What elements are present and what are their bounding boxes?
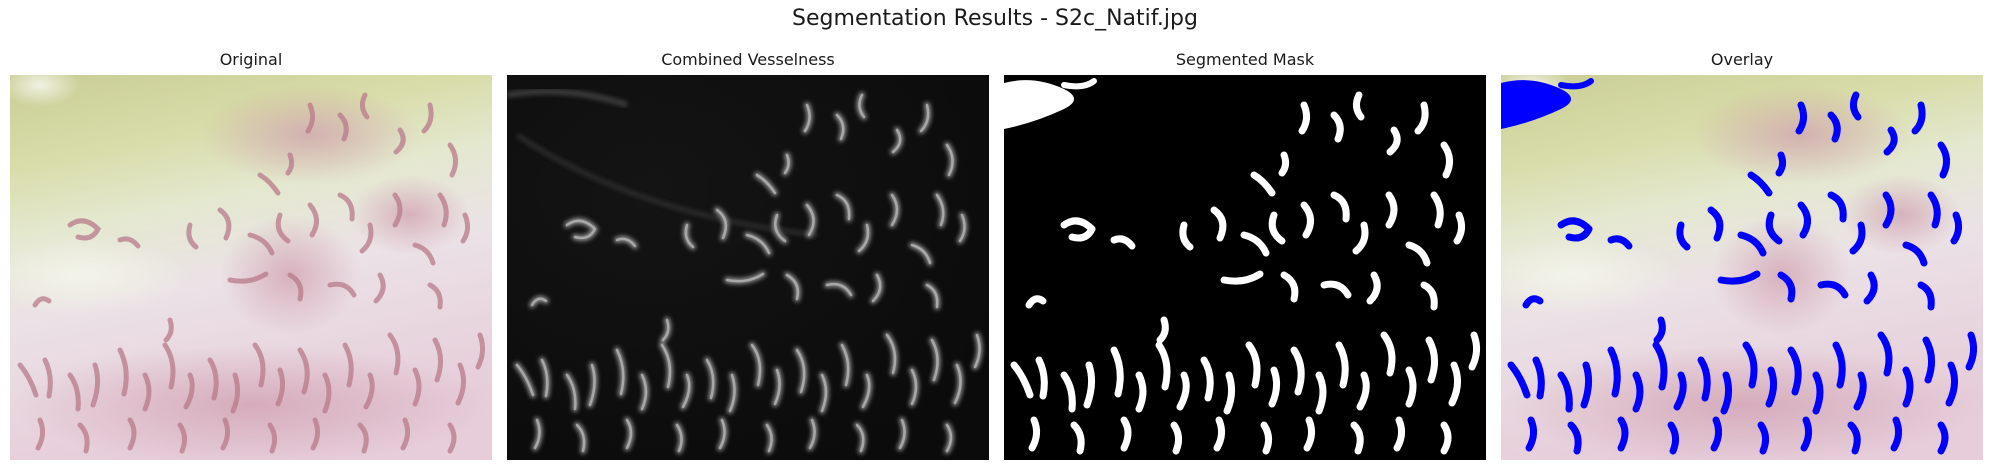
original-image: [10, 75, 492, 460]
panel-title-original: Original: [219, 50, 283, 69]
original-image-panel: [10, 75, 492, 460]
panel-title-overlay: Overlay: [1710, 50, 1774, 69]
segmented-mask-image: [1004, 75, 1486, 460]
overlay-image: [1501, 75, 1983, 460]
panel-title-vesselness: Combined Vesselness: [661, 50, 835, 69]
overlay-image-panel: [1501, 75, 1983, 460]
vesselness-image: [507, 75, 989, 460]
vesselness-image-panel: [507, 75, 989, 460]
figure-title: Segmentation Results - S2c_Natif.jpg: [792, 6, 1198, 31]
segmented-mask-panel: [1004, 75, 1486, 460]
panel-title-mask: Segmented Mask: [1175, 50, 1315, 69]
